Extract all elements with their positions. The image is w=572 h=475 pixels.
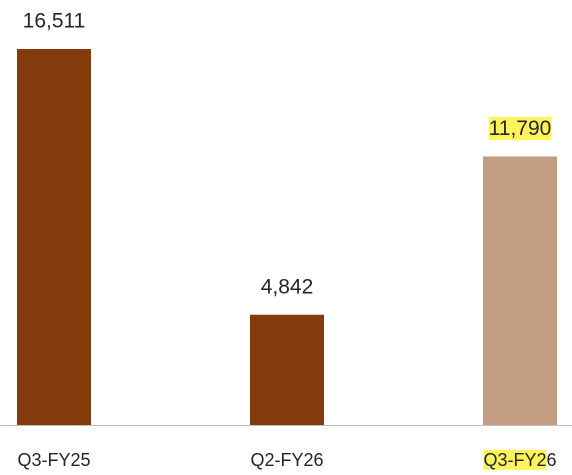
x-tick-label: Q2-FY26 [250,450,323,470]
bar [250,314,324,425]
x-tick-label: Q3-FY26 [483,450,556,470]
data-label: 11,790 [489,117,552,140]
highlights [483,117,552,470]
data-label: 4,842 [261,275,314,298]
highlight [488,117,552,141]
x-tick-label: Q3-FY25 [17,450,90,470]
bar [483,156,557,426]
highlight [483,449,547,470]
bar [17,49,91,425]
data-label: 16,511 [23,10,86,33]
